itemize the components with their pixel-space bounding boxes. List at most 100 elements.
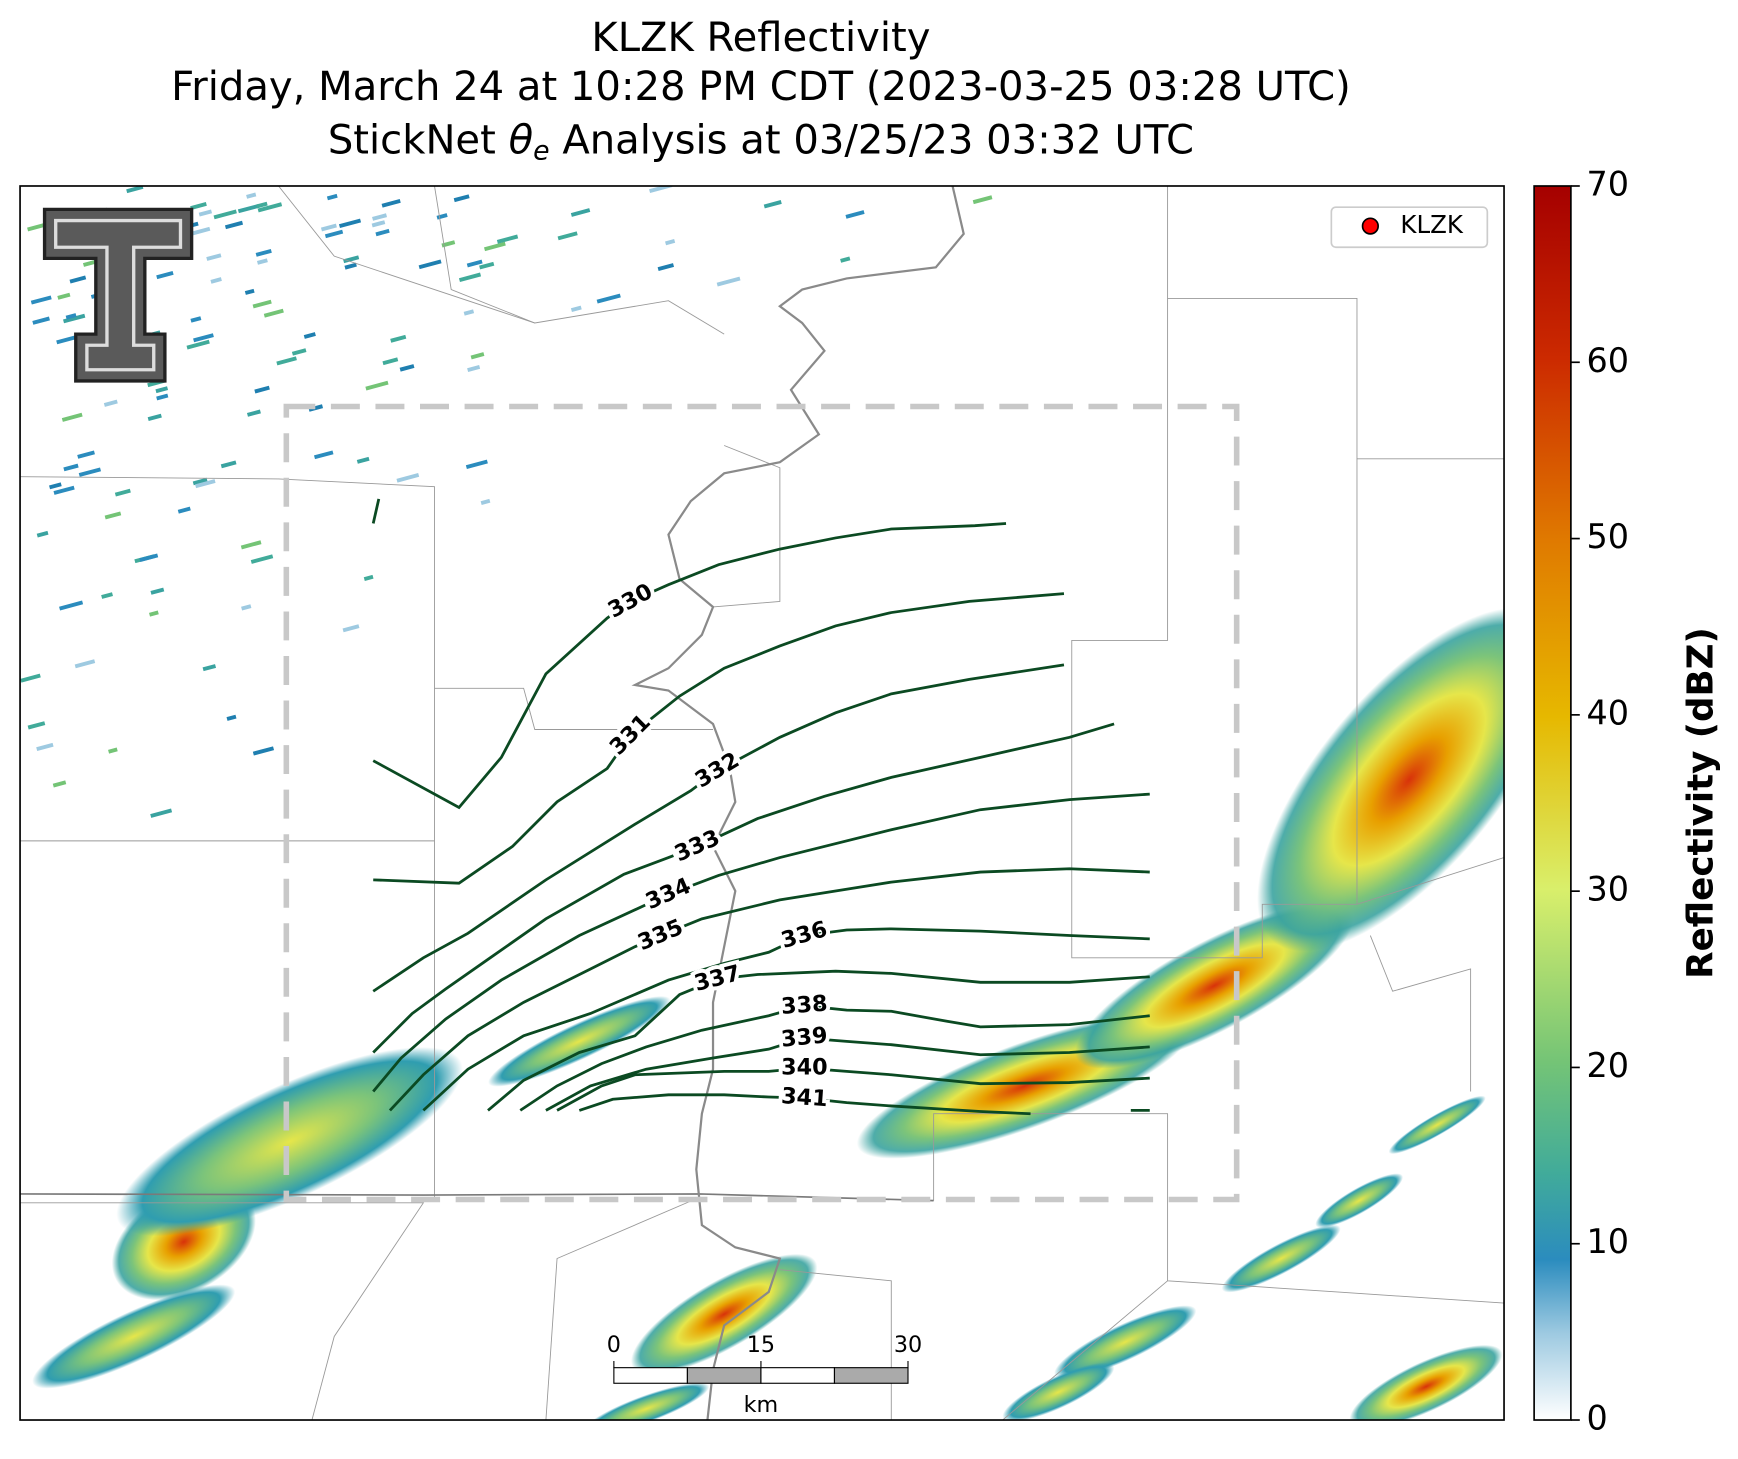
echo-dash xyxy=(375,228,390,237)
echo-dash xyxy=(139,553,159,563)
echo-dash xyxy=(190,226,211,236)
contour-line xyxy=(388,867,1150,1112)
echo-dash xyxy=(150,808,173,818)
echo-dash xyxy=(716,276,741,287)
echo-dash xyxy=(252,299,272,309)
echo-dash xyxy=(343,255,360,264)
legend-label: KLZK xyxy=(1400,210,1464,239)
echo-dash xyxy=(240,540,262,550)
echo xyxy=(1002,1362,1115,1421)
colorbar-tick-label: 0 xyxy=(1586,1399,1607,1438)
logo-shape xyxy=(42,207,194,383)
echo-dash xyxy=(49,482,62,490)
echo-dash xyxy=(596,293,621,304)
echo-dash xyxy=(463,309,475,316)
echo-dash xyxy=(326,193,338,201)
echo-dash xyxy=(63,313,86,324)
colorbar-tick-label: 50 xyxy=(1586,517,1629,556)
contour-line xyxy=(372,663,1065,993)
echo-dash xyxy=(190,316,202,323)
contour-line xyxy=(578,1093,1031,1116)
scale-segment xyxy=(833,1367,909,1384)
echo-dash xyxy=(399,364,415,372)
county-line xyxy=(1356,857,1505,905)
echo-dash xyxy=(254,385,270,394)
echo-dash xyxy=(276,356,297,366)
echo-dash xyxy=(220,460,237,469)
echo-dash xyxy=(372,213,388,221)
echo-dash xyxy=(210,277,222,284)
colorbar-label: Reflectivity (dBZ) xyxy=(1680,627,1721,979)
county-lines xyxy=(20,185,1505,1421)
echo-dash xyxy=(649,185,673,194)
echo-dash xyxy=(441,240,456,248)
colorbar-ticks: 0 10 20 30 40 50 60 70 xyxy=(1570,164,1629,1438)
echo-dash xyxy=(103,399,118,407)
echo-dash xyxy=(557,231,578,241)
echo-dash xyxy=(313,450,334,460)
echo-dash xyxy=(74,659,96,669)
county-line xyxy=(1002,1280,1168,1421)
scale-label: 30 xyxy=(894,1332,922,1358)
echo-dash xyxy=(237,203,260,214)
county-line xyxy=(712,445,781,608)
echo-dash xyxy=(20,673,41,683)
echo-dash xyxy=(195,479,216,489)
echo-dash xyxy=(763,200,782,209)
echo-dash xyxy=(59,600,84,611)
contour-line xyxy=(545,1036,1150,1112)
echo-dash xyxy=(356,456,370,464)
contour-line xyxy=(487,969,1150,1112)
echo-dash xyxy=(63,463,79,472)
echo xyxy=(32,1284,236,1389)
county-line xyxy=(1369,935,1472,1092)
county-line xyxy=(1071,298,1358,959)
echo-dash xyxy=(453,194,470,203)
county-line xyxy=(1167,185,1505,460)
echo-dash xyxy=(202,664,217,672)
echo-dash xyxy=(61,412,83,422)
contour-label: 338 xyxy=(780,991,828,1020)
echo-dash xyxy=(190,201,207,210)
echo-dash xyxy=(657,263,675,272)
echo-dash xyxy=(32,316,50,325)
echo-dash xyxy=(365,380,389,391)
logo xyxy=(42,207,194,383)
echo-dash xyxy=(149,610,159,617)
contour-line xyxy=(519,1004,1150,1112)
echo-dash xyxy=(150,587,165,595)
echo-dash xyxy=(101,592,113,599)
echo-dash xyxy=(845,210,865,219)
echo-dash xyxy=(371,220,386,228)
echo xyxy=(488,996,671,1087)
county-line xyxy=(933,1113,1505,1304)
echo-dash xyxy=(320,223,337,232)
county-line xyxy=(20,1202,425,1421)
echo-dash xyxy=(324,229,344,239)
echo-dash xyxy=(467,365,481,373)
echo-dash xyxy=(479,261,495,270)
echo-dash xyxy=(206,253,222,261)
title-line: KLZK Reflectivity xyxy=(591,15,930,61)
echo-dash xyxy=(381,198,401,208)
county-line xyxy=(20,476,435,1198)
contour-line xyxy=(372,792,1150,1093)
echo-dash xyxy=(65,313,77,320)
echo-dash xyxy=(665,239,676,246)
echo-dash xyxy=(255,248,272,257)
echo xyxy=(1349,1344,1503,1421)
legend-marker xyxy=(1361,217,1379,235)
echo-dash xyxy=(156,393,169,401)
echo-dash xyxy=(344,262,357,270)
echo-dash xyxy=(418,259,442,270)
echo-dash xyxy=(226,714,237,721)
echo-dash xyxy=(30,295,52,305)
echo-dash xyxy=(338,218,362,229)
contour-line xyxy=(556,1066,1150,1112)
contour-line xyxy=(422,927,1150,1112)
echo-dash xyxy=(53,485,75,495)
echo-dash xyxy=(252,746,275,756)
echo-dash xyxy=(198,209,213,217)
colorbar-tick-label: 30 xyxy=(1586,870,1629,909)
echo-dash xyxy=(156,271,174,280)
